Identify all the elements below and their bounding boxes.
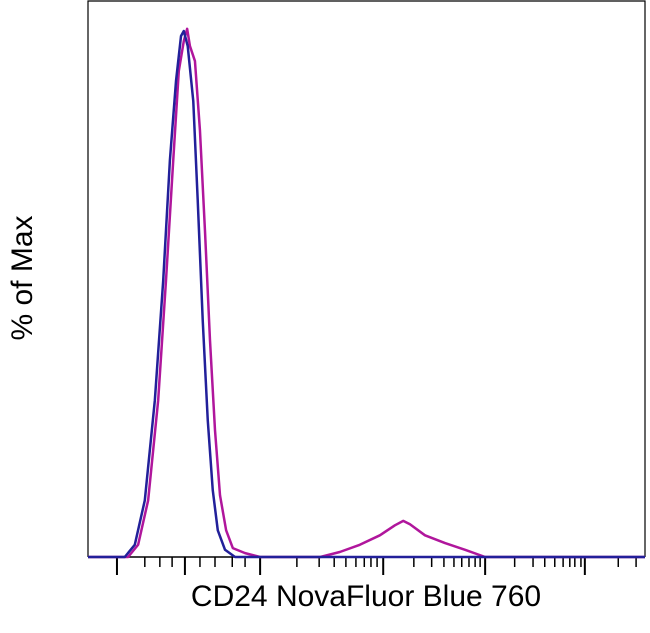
y-axis-label: % of Max <box>6 215 39 340</box>
series-line <box>88 27 645 559</box>
x-axis-label: CD24 NovaFluor Blue 760 <box>191 580 541 613</box>
series-line <box>88 29 645 559</box>
plot-frame <box>87 0 646 557</box>
